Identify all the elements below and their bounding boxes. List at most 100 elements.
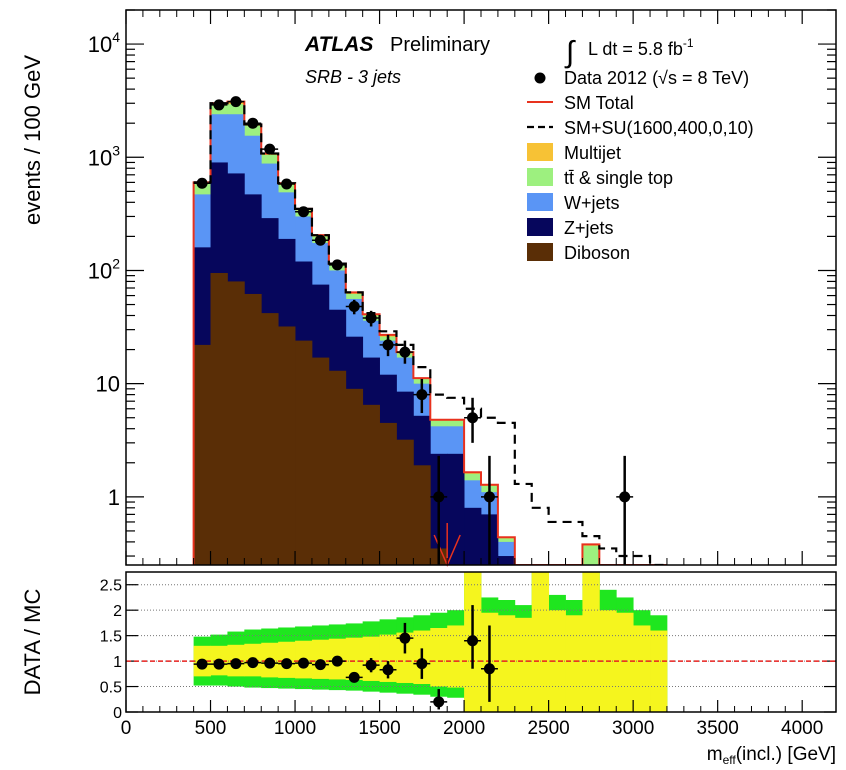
bar-diboson-4 [261,313,279,565]
bar-zjets-15 [447,453,465,565]
susy-line [193,100,667,565]
main-ytick-label-4: 104 [88,29,120,57]
ratio-ytick-label-0: 0 [113,705,122,722]
main-ytick-base-1: 10 [96,372,120,397]
data-point-3 [247,117,259,129]
ratio-point-15 [467,635,479,647]
ratio-ylabel: DATA / MC [20,589,45,696]
region-label: SRB - 3 jets [305,67,401,87]
ratio-point-10 [365,659,377,671]
bar-diboson-13 [413,465,431,565]
legend-label-susy: SM+SU(1600,400,0,10) [564,118,754,138]
data-point-12 [399,346,411,358]
legend-label-multijet: Multijet [564,143,621,163]
band-yellow-14 [430,628,448,687]
data-point-15 [467,412,479,424]
ratio-point-12 [399,632,411,644]
main-ytick-sup-3: 3 [112,142,120,158]
bar-diboson-11 [379,422,397,565]
band-yellow-20 [531,572,550,712]
x-label-sub: eff [723,753,737,767]
bar-diboson-2 [227,281,245,565]
xtick-label-8: 4000 [781,718,823,739]
ratio-point-16 [483,663,495,675]
atlas-suffix: Preliminary [390,34,490,56]
band-yellow-9 [345,637,364,680]
data-point-2 [230,96,242,108]
band-yellow-22 [565,615,583,712]
ratio-point-8 [331,655,343,667]
ratio-point-6 [298,657,309,669]
ratio-point-14 [433,696,445,708]
ratio-point-5 [281,658,293,670]
xtick-label-0: 0 [121,718,132,739]
bar-diboson-1 [210,272,228,565]
legend-label-wjets: W+jets [564,193,620,213]
xtick-label-1: 500 [195,718,227,739]
xtick-label-7: 3500 [697,718,739,739]
ratio-ytick-label-1: 0.5 [100,680,122,697]
bar-diboson-8 [328,370,347,565]
legend-label-sm: SM Total [564,93,634,113]
main-ytick-base-0: 1 [108,485,120,510]
main-ytick-label-0: 1 [108,485,120,510]
legend-box-ttbar [527,168,553,186]
legend: Data 2012 (√s = 8 TeV) SM Total SM+SU(1600… [527,68,754,263]
ratio-point-7 [314,659,326,671]
legend-label-zjets: Z+jets [564,218,614,238]
data-point-17 [619,491,631,503]
ratio-point-9 [348,671,360,683]
bar-zjets-16 [464,507,482,565]
ratio-ytick-label-5: 2.5 [100,578,122,595]
data-point-5 [281,178,293,190]
xtick-label-2: 1000 [274,718,316,739]
data-point-9 [348,301,360,313]
bar-diboson-12 [396,439,414,565]
data-point-8 [331,259,343,271]
x-label-m: m [707,744,723,765]
band-yellow-27 [650,630,668,712]
main-ytick-base-2: 10 [88,258,112,283]
legend-box-zjets [527,218,553,236]
main-ytick-base-3: 10 [88,145,112,170]
legend-label-data: Data 2012 (√s = 8 TeV) [564,68,749,88]
lumi-integral: ∫ [564,36,576,69]
ratio-point-13 [416,658,428,670]
main-ytick-label-2: 102 [88,255,120,283]
stacked-histograms [192,100,667,565]
xtick-label-4: 2000 [443,718,485,739]
legend-marker-data [534,72,546,84]
main-ylabel: events / 100 GeV [20,55,45,225]
legend-label-ttbar: tt̄ & single top [564,168,673,188]
ratio-point-11 [382,664,394,676]
bar-diboson-0 [193,344,211,565]
data-point-0 [196,177,208,189]
data-point-13 [416,389,428,401]
data-point-4 [264,143,276,155]
ratio-point-0 [196,658,208,670]
data-point-11 [382,339,394,351]
band-yellow-19 [514,617,533,712]
bar-diboson-7 [311,357,330,565]
data-point-14 [433,491,445,503]
ratio-ytick-label-4: 2 [113,603,122,620]
data-point-16 [483,491,495,503]
ratio-point-2 [230,658,242,670]
data-point-1 [213,99,225,111]
data-point-6 [298,206,309,218]
lumi-text: L dt = 5.8 fb-1 [588,36,694,59]
bar-diboson-9 [345,388,364,565]
x-axis: 0 500 1000 1500 2000 2500 3000 3500 4000 [121,700,823,739]
band-yellow-23 [582,572,600,712]
ratio-point-1 [213,658,225,670]
main-ytick-label-3: 103 [88,142,120,170]
bar-diboson-3 [244,293,262,565]
lumi-text-sup: -1 [683,36,694,50]
ratio-uncertainty-bands [193,572,668,712]
ratio-ytick-label-2: 1 [113,654,122,671]
xtick-label-6: 3000 [612,718,654,739]
legend-label-diboson: Diboson [564,243,630,263]
main-ytick-label-1: 10 [96,372,120,397]
